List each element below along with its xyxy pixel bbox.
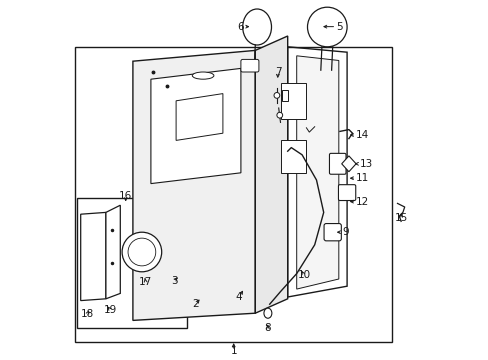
Text: 12: 12 (355, 197, 368, 207)
Polygon shape (280, 83, 305, 119)
Ellipse shape (192, 72, 213, 79)
Text: 17: 17 (139, 276, 152, 287)
FancyBboxPatch shape (338, 185, 355, 201)
Circle shape (273, 93, 279, 98)
Text: 5: 5 (336, 22, 342, 32)
Text: 10: 10 (297, 270, 310, 280)
Ellipse shape (242, 9, 271, 45)
Polygon shape (280, 140, 305, 173)
Text: 18: 18 (81, 309, 94, 319)
Polygon shape (176, 94, 223, 140)
Text: 15: 15 (394, 213, 407, 223)
Text: 1: 1 (230, 346, 237, 356)
Polygon shape (151, 68, 241, 184)
Text: 2: 2 (192, 299, 199, 309)
Polygon shape (106, 205, 120, 299)
Circle shape (276, 112, 282, 118)
Text: 7: 7 (274, 67, 281, 77)
Polygon shape (296, 56, 338, 289)
Text: 13: 13 (359, 159, 372, 169)
Ellipse shape (264, 308, 271, 318)
Text: 8: 8 (264, 323, 271, 333)
Text: 9: 9 (342, 227, 348, 237)
Polygon shape (81, 212, 106, 301)
Ellipse shape (307, 7, 346, 47)
FancyBboxPatch shape (324, 224, 341, 241)
Text: 4: 4 (235, 292, 242, 302)
Bar (75, 47, 391, 342)
Text: 6: 6 (237, 22, 244, 32)
Text: 19: 19 (104, 305, 117, 315)
Text: 14: 14 (355, 130, 368, 140)
Polygon shape (287, 47, 346, 297)
Text: 16: 16 (119, 191, 132, 201)
Polygon shape (341, 156, 355, 172)
Bar (77, 198, 186, 328)
Text: 11: 11 (355, 173, 368, 183)
Polygon shape (133, 50, 255, 320)
Circle shape (128, 238, 156, 266)
Bar (282, 90, 288, 101)
Text: 3: 3 (171, 276, 177, 286)
FancyBboxPatch shape (241, 59, 258, 72)
FancyBboxPatch shape (329, 153, 346, 174)
Polygon shape (255, 36, 287, 313)
Circle shape (122, 232, 162, 272)
